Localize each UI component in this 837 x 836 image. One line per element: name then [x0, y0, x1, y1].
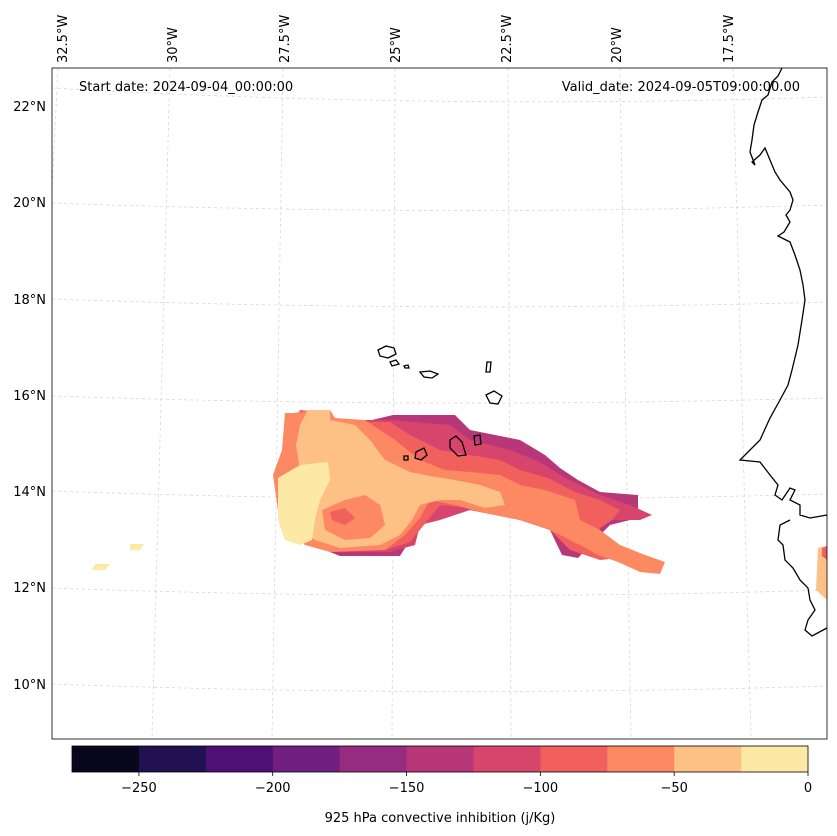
colorbar-swatch: [473, 746, 541, 772]
colorbar-swatch: [138, 746, 207, 772]
colorbar-tick-label: −150: [389, 781, 425, 796]
lat-label-18n: 18°N: [13, 293, 46, 308]
lon-label-22-5w: 22.5°W: [500, 15, 515, 63]
map-frame: [51, 67, 828, 740]
colorbar-swatch: [674, 746, 742, 772]
island-sao-nicolau: [418, 370, 440, 379]
cin-patch-west-1: [92, 564, 110, 570]
africa-coast: [738, 67, 828, 519]
colorbar-frame: [71, 745, 809, 773]
island-brava: [403, 455, 409, 461]
lon-label-20w: 20°W: [610, 27, 625, 63]
island-santa-luzia: [403, 364, 410, 369]
lon-label-25w: 25°W: [389, 27, 404, 63]
colorbar-tick-label: −200: [255, 781, 291, 796]
lon-label-32-5w: 32.5°W: [56, 15, 71, 63]
cin-patch-coast-edge: [822, 546, 827, 560]
lon-label-30w: 30°W: [166, 27, 181, 63]
island-sao-vicente: [389, 359, 401, 367]
colorbar-tick-label: −100: [523, 781, 559, 796]
africa-coast-south: [777, 519, 828, 637]
colorbar-title: 925 hPa convective inhibition (j/Kg): [325, 811, 556, 826]
colorbar-swatch: [72, 746, 140, 772]
lat-label-16n: 16°N: [13, 389, 46, 404]
colorbar-swatch: [205, 746, 274, 772]
lat-label-12n: 12°N: [13, 581, 46, 596]
cin-contours: [92, 410, 827, 600]
island-boa-vista: [485, 390, 503, 405]
colorbar-swatch: [272, 746, 341, 772]
coastlines: [377, 67, 828, 637]
valid-date-label: Valid_date: 2024-09-05T09:00:00.00: [562, 80, 800, 95]
lat-label-10n: 10°N: [13, 678, 46, 693]
lat-label-14n: 14°N: [13, 485, 46, 500]
lat-label-20n: 20°N: [13, 196, 46, 211]
colorbar-ticks: −250 −200 −150 −100 −50 0: [121, 772, 812, 796]
colorbar-swatch: [607, 746, 675, 772]
colorbar-tick-label: 0: [804, 781, 812, 796]
start-date-label: Start date: 2024-09-04_00:00:00: [79, 80, 293, 95]
colorbar-tick-label: −50: [660, 781, 687, 796]
lon-label-17-5w: 17.5°W: [722, 15, 737, 63]
cin-level-minus100-inner: [330, 508, 355, 525]
colorbar-swatch: [540, 746, 608, 772]
cin-level-minus25: [278, 462, 330, 545]
gridlines: [51, 67, 828, 740]
island-santo-antao: [377, 345, 397, 359]
island-santiago: [449, 435, 467, 457]
colorbar-swatch: [406, 746, 474, 772]
colorbar: −250 −200 −150 −100 −50 0 925 hPa convective …: [71, 745, 812, 826]
cin-patch-west-2: [130, 544, 144, 550]
colorbar-swatch: [741, 746, 809, 772]
colorbar-tick-label: −250: [121, 781, 157, 796]
lat-label-22n: 22°N: [13, 100, 46, 115]
island-fogo: [414, 447, 428, 461]
island-sal: [485, 361, 492, 373]
lon-label-27-5w: 27.5°W: [278, 15, 293, 63]
cin-patch-coast: [816, 546, 827, 600]
colorbar-swatch: [339, 746, 408, 772]
map-panel: 32.5°W 30°W 27.5°W 25°W 22.5°W 20°W 17.5…: [13, 15, 828, 740]
colorbar-swatches: [72, 746, 809, 772]
island-maio: [473, 434, 482, 446]
map-background: [52, 68, 827, 739]
cin-patch-small-north: [286, 412, 300, 418]
